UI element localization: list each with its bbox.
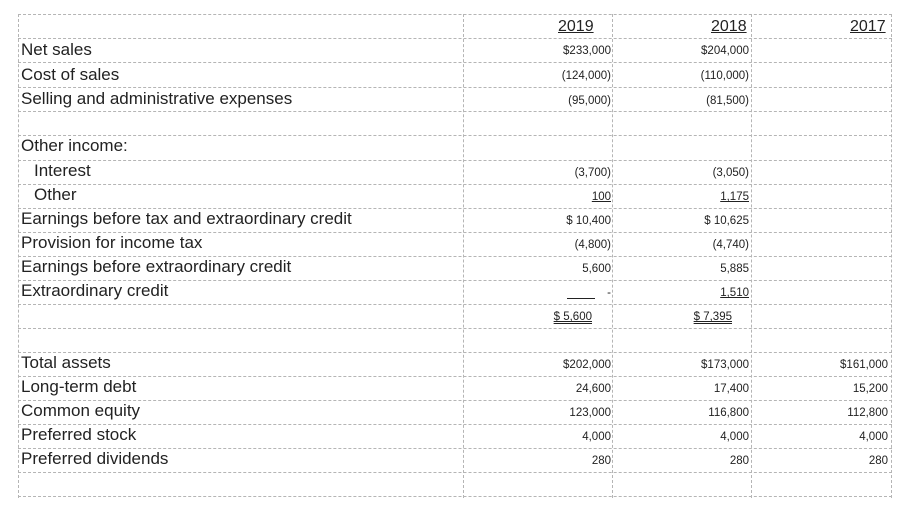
row-label-income-tax: Provision for income tax <box>21 233 203 252</box>
value-net-income-2019: $ 5,600 <box>553 311 592 323</box>
value-interest-2019: (3,700) <box>574 167 611 179</box>
year-header-2018: 2018 <box>711 18 747 35</box>
grid-row-line <box>18 208 892 209</box>
row-label-selling-admin: Selling and administrative expenses <box>21 89 293 108</box>
value-earnings-before-extra-2018: 5,885 <box>720 263 749 275</box>
value-earnings-before-extra-2019: 5,600 <box>582 263 611 275</box>
value-cost-of-sales-2019: (124,000) <box>561 70 611 82</box>
value-selling-admin-2018: (81,500) <box>706 95 749 107</box>
row-label-preferred-dividends: Preferred dividends <box>21 449 169 468</box>
value-interest-2018: (3,050) <box>712 167 749 179</box>
value-long-term-debt-2017: 15,200 <box>852 383 888 395</box>
grid-row-line <box>18 232 892 233</box>
grid-row-line <box>18 472 892 473</box>
row-label-earnings-before-extra: Earnings before extraordinary credit <box>21 257 292 276</box>
value-ebt-2019: $ 10,400 <box>566 215 611 227</box>
year-header-2017: 2017 <box>850 18 886 35</box>
row-label-extraordinary-credit: Extraordinary credit <box>21 281 169 300</box>
grid-row-line <box>18 424 892 425</box>
grid-row-line <box>18 496 892 497</box>
value-total-assets-2017: $161,000 <box>840 359 888 371</box>
value-extraordinary-credit-2019: - <box>607 287 611 299</box>
grid-row-line <box>18 376 892 377</box>
row-label-ebt: Earnings before tax and extraordinary cr… <box>21 209 352 228</box>
grid-row-line <box>18 160 892 161</box>
value-selling-admin-2019: (95,000) <box>568 95 611 107</box>
grid-row-line <box>18 352 892 353</box>
value-preferred-dividends-2018: 280 <box>729 455 749 467</box>
value-cost-of-sales-2018: (110,000) <box>700 70 749 82</box>
grid-row-line <box>18 111 892 112</box>
row-label-other: Other <box>34 185 77 204</box>
row-label-preferred-stock: Preferred stock <box>21 425 137 444</box>
value-common-equity-2018: 116,800 <box>708 407 749 419</box>
value-common-equity-2017: 112,800 <box>847 407 888 419</box>
row-label-interest: Interest <box>34 161 91 180</box>
grid-row-line <box>18 304 892 305</box>
grid-row-line <box>18 62 892 63</box>
grid-row-line <box>18 38 892 39</box>
value-total-assets-2018: $173,000 <box>701 359 749 371</box>
value-other-2018: 1,175 <box>720 191 749 203</box>
grid-row-line <box>18 256 892 257</box>
value-preferred-stock-2019: 4,000 <box>582 431 611 443</box>
value-ebt-2018: $ 10,625 <box>704 215 749 227</box>
year-header-2019: 2019 <box>558 18 594 35</box>
grid-row-line <box>18 448 892 449</box>
value-net-income-2018: $ 7,395 <box>693 311 732 323</box>
value-income-tax-2018: (4,740) <box>712 239 749 251</box>
value-preferred-stock-2017: 4,000 <box>859 431 888 443</box>
grid-row-line <box>18 400 892 401</box>
value-preferred-dividends-2017: 280 <box>868 455 888 467</box>
value-preferred-dividends-2019: 280 <box>591 455 611 467</box>
value-other-2019: 100 <box>591 191 611 203</box>
row-label-total-assets: Total assets <box>21 353 111 372</box>
grid-row-line <box>18 14 892 15</box>
value-net-sales-2018: $204,000 <box>701 45 749 57</box>
value-long-term-debt-2019: 24,600 <box>575 383 611 395</box>
grid-row-line <box>18 280 892 281</box>
value-extraordinary-credit-2018: 1,510 <box>720 287 749 299</box>
row-label-net-sales: Net sales <box>21 40 92 59</box>
value-total-assets-2019: $202,000 <box>563 359 611 371</box>
other-income-header: Other income: <box>21 136 128 155</box>
value-long-term-debt-2018: 17,400 <box>713 383 749 395</box>
grid-row-line <box>18 328 892 329</box>
underline-extraordinary-credit-2019 <box>567 298 595 299</box>
value-preferred-stock-2018: 4,000 <box>720 431 749 443</box>
row-label-cost-of-sales: Cost of sales <box>21 65 120 84</box>
value-common-equity-2019: 123,000 <box>569 407 611 419</box>
value-net-sales-2019: $233,000 <box>563 45 611 57</box>
row-label-long-term-debt: Long-term debt <box>21 377 137 396</box>
grid-row-line <box>18 87 892 88</box>
grid-row-line <box>18 135 892 136</box>
row-label-common-equity: Common equity <box>21 401 141 420</box>
grid-row-line <box>18 184 892 185</box>
value-income-tax-2019: (4,800) <box>574 239 611 251</box>
financial-table: 2019 2018 2017 Net sales $233,000 $204,0… <box>18 14 892 498</box>
